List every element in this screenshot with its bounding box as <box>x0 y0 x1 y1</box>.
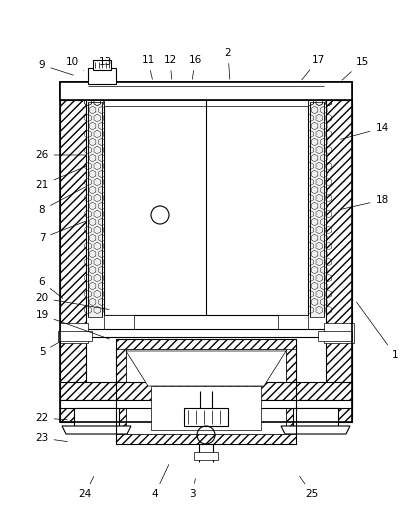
Text: 26: 26 <box>35 150 85 160</box>
Bar <box>60 382 352 400</box>
Polygon shape <box>126 351 286 386</box>
Text: 22: 22 <box>35 413 67 423</box>
Text: 5: 5 <box>39 341 60 357</box>
Text: 4: 4 <box>152 464 169 499</box>
Polygon shape <box>281 426 350 434</box>
Polygon shape <box>62 426 131 434</box>
Bar <box>324 323 354 343</box>
Bar <box>116 434 296 444</box>
Bar <box>104 315 134 329</box>
Text: 21: 21 <box>35 166 86 190</box>
Text: 8: 8 <box>39 186 87 215</box>
Bar <box>60 323 88 343</box>
Bar <box>116 339 126 444</box>
Text: 12: 12 <box>164 55 177 79</box>
Text: 1: 1 <box>357 302 398 360</box>
Bar <box>60 100 86 422</box>
Bar <box>310 102 324 317</box>
Bar <box>116 339 296 349</box>
Text: 17: 17 <box>302 55 325 80</box>
Bar <box>88 68 116 84</box>
Text: 20: 20 <box>35 293 109 310</box>
Bar <box>104 100 308 106</box>
Text: 13: 13 <box>98 57 112 70</box>
Text: 24: 24 <box>79 477 94 499</box>
Bar <box>86 329 326 337</box>
Text: 9: 9 <box>39 60 73 75</box>
Bar <box>184 408 228 426</box>
Bar <box>60 400 352 408</box>
Text: 19: 19 <box>35 310 109 339</box>
Bar <box>116 339 296 444</box>
Bar <box>93 60 111 70</box>
Text: 23: 23 <box>35 433 67 443</box>
Bar <box>326 100 352 422</box>
Bar <box>286 339 296 444</box>
Bar <box>60 82 352 100</box>
Bar <box>278 315 308 329</box>
Text: 3: 3 <box>189 479 195 499</box>
Text: 11: 11 <box>141 55 155 79</box>
Text: 16: 16 <box>188 55 202 79</box>
Bar <box>318 331 352 341</box>
Bar <box>58 331 92 341</box>
Bar <box>104 100 308 315</box>
Text: 14: 14 <box>341 123 389 139</box>
Bar <box>74 408 119 426</box>
Text: 2: 2 <box>225 48 231 79</box>
Bar <box>151 386 261 430</box>
Text: 25: 25 <box>300 476 319 499</box>
Bar <box>88 102 102 317</box>
Text: 6: 6 <box>39 277 63 298</box>
Text: 15: 15 <box>342 57 369 80</box>
Bar <box>293 408 338 426</box>
Bar <box>194 452 218 460</box>
Text: 7: 7 <box>39 221 86 243</box>
Text: 18: 18 <box>341 195 389 209</box>
Bar <box>60 82 352 422</box>
Bar <box>126 349 286 434</box>
Bar <box>88 86 324 100</box>
Text: 10: 10 <box>65 57 84 70</box>
